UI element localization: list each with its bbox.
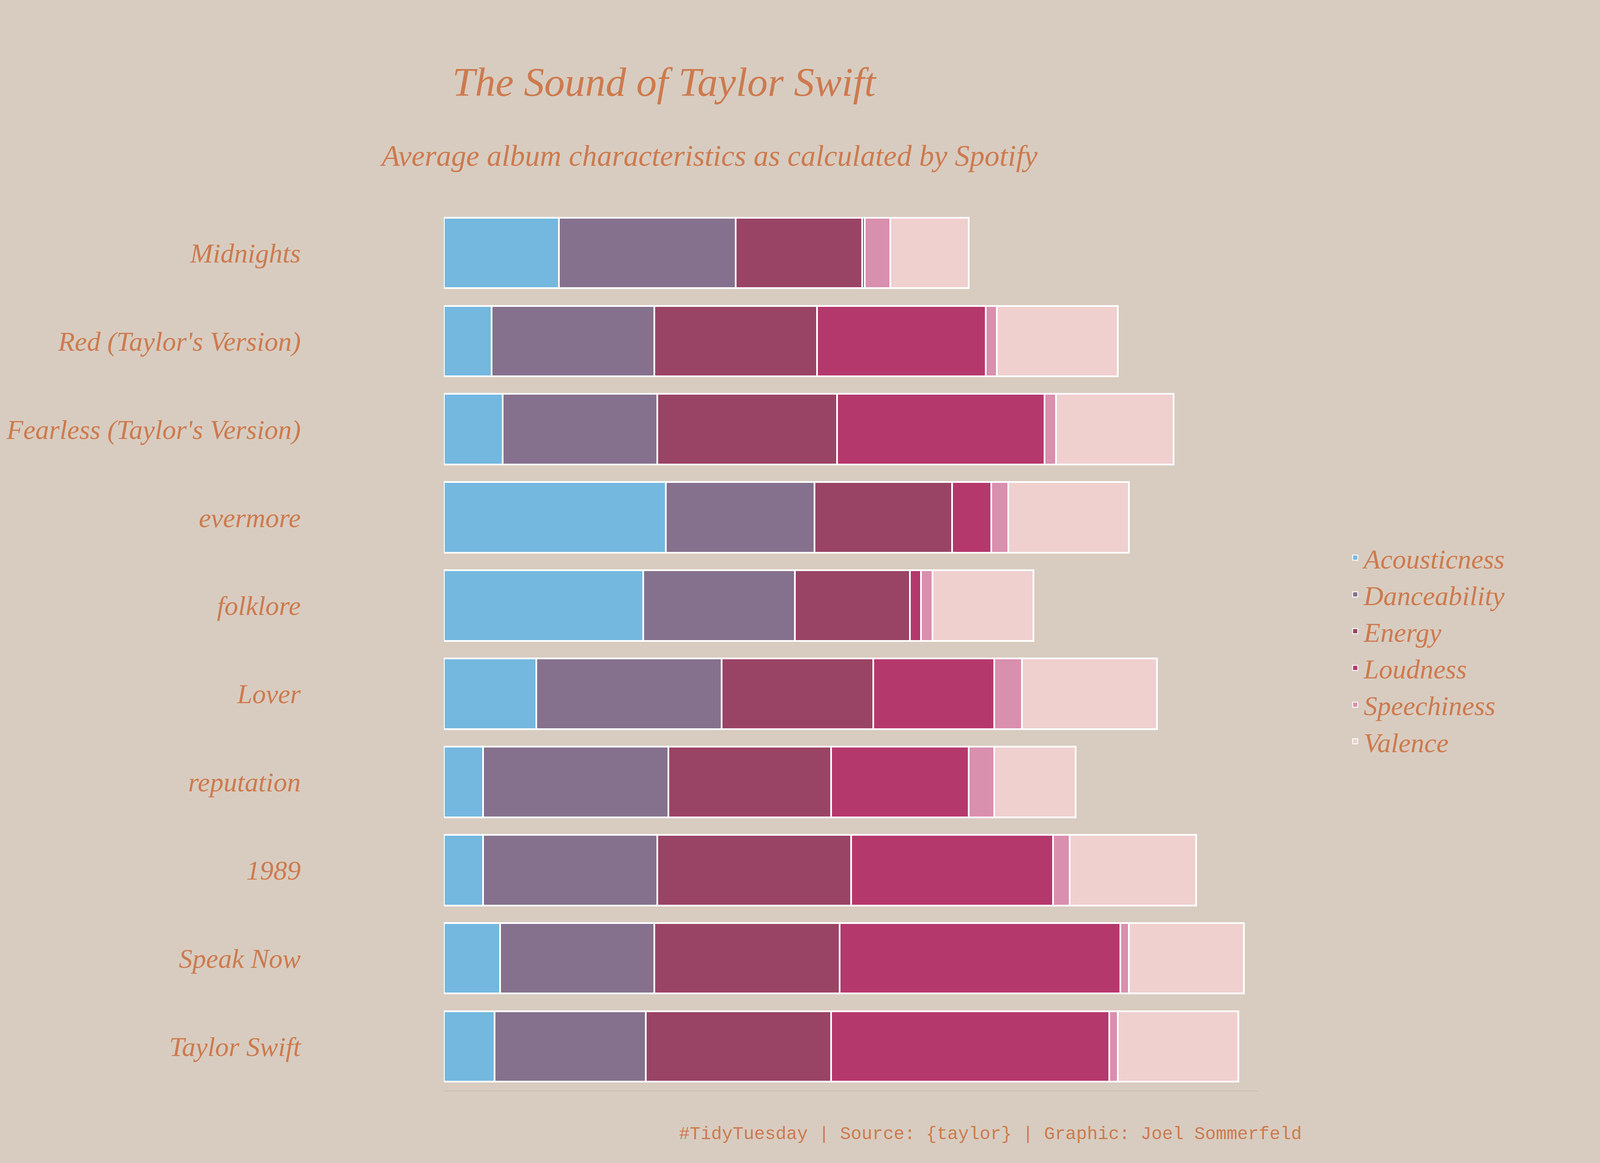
svg-text:Midnights: Midnights bbox=[189, 238, 301, 269]
svg-text:Average album characteristics: Average album characteristics as calcula… bbox=[379, 139, 1039, 173]
svg-text:The Sound of Taylor Swift: The Sound of Taylor Swift bbox=[452, 59, 877, 105]
svg-text:Lover: Lover bbox=[236, 678, 302, 709]
svg-text:Speechiness: Speechiness bbox=[1363, 690, 1496, 721]
svg-text:Valence: Valence bbox=[1363, 727, 1449, 758]
svg-text:reputation: reputation bbox=[188, 766, 301, 798]
svg-text:Energy: Energy bbox=[1363, 617, 1442, 648]
svg-text:Speak Now: Speak Now bbox=[178, 943, 302, 974]
svg-text:#TidyTuesday | Source: {taylor: #TidyTuesday | Source: {taylor} | Graphi… bbox=[679, 1123, 1302, 1145]
svg-text:Loudness: Loudness bbox=[1363, 653, 1467, 685]
svg-text:Acousticness: Acousticness bbox=[1361, 543, 1505, 575]
svg-text:Danceability: Danceability bbox=[1363, 580, 1505, 611]
svg-text:Fearless (Taylor's Version): Fearless (Taylor's Version) bbox=[6, 414, 301, 445]
svg-text:1989: 1989 bbox=[246, 854, 301, 886]
svg-text:Red (Taylor's Version): Red (Taylor's Version) bbox=[57, 326, 301, 357]
svg-text:folklore: folklore bbox=[216, 590, 301, 621]
svg-text:Taylor Swift: Taylor Swift bbox=[169, 1031, 302, 1062]
svg-text:evermore: evermore bbox=[198, 502, 301, 533]
